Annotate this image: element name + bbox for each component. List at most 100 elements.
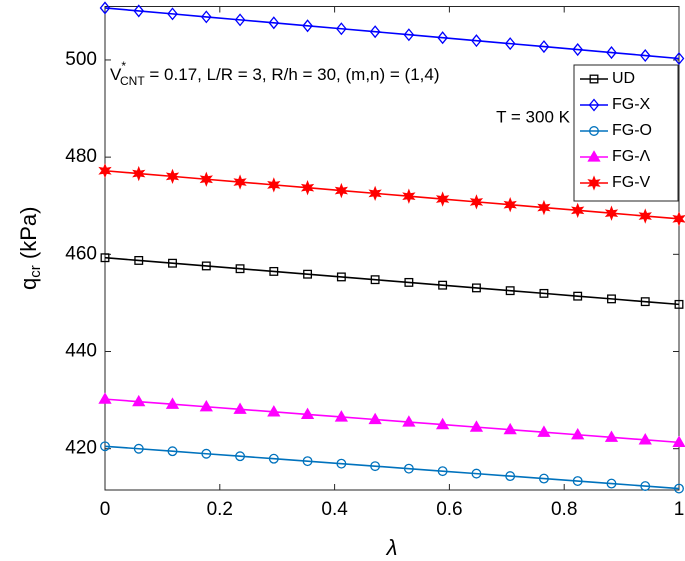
marker	[537, 425, 551, 437]
marker	[538, 473, 549, 484]
marker	[336, 22, 347, 36]
legend-box	[573, 64, 679, 202]
marker	[571, 427, 585, 440]
marker	[98, 163, 112, 179]
marker	[673, 51, 685, 66]
marker	[606, 46, 617, 60]
marker	[369, 25, 381, 39]
marker	[469, 420, 484, 432]
marker	[640, 297, 650, 307]
marker	[132, 165, 146, 182]
marker	[471, 283, 481, 293]
marker	[437, 466, 448, 477]
marker	[469, 194, 484, 210]
marker	[167, 446, 178, 457]
annotation-base: V	[110, 65, 122, 84]
marker	[167, 7, 178, 21]
y-label-base: q	[16, 278, 41, 290]
marker	[504, 37, 516, 51]
marker	[99, 1, 111, 15]
marker	[402, 188, 416, 204]
marker	[233, 402, 247, 414]
marker	[334, 182, 349, 199]
marker	[571, 202, 585, 219]
legend-label: FG-Λ	[612, 148, 651, 165]
marker	[267, 405, 281, 417]
marker	[165, 397, 180, 409]
series-line	[104, 256, 680, 306]
marker	[370, 275, 380, 285]
marker	[607, 294, 616, 304]
annotation: V* CNT = 0.17, L/R = 3, R/h = 30, (m,n) =…	[110, 59, 440, 88]
marker	[302, 456, 313, 467]
marker	[572, 476, 583, 487]
x-tick-label: 0.6	[436, 499, 462, 520]
marker	[435, 417, 450, 430]
marker	[539, 288, 549, 298]
y-tick-label: 420	[65, 438, 97, 459]
marker	[201, 448, 212, 459]
marker	[336, 458, 347, 469]
x-tick-label: 0	[100, 499, 111, 520]
marker	[640, 481, 651, 492]
marker	[268, 453, 279, 464]
series-line	[104, 169, 680, 220]
marker	[604, 205, 619, 221]
marker	[334, 410, 349, 422]
marker	[234, 13, 246, 27]
marker	[403, 463, 414, 474]
marker	[235, 264, 245, 274]
marker	[638, 208, 652, 224]
marker	[588, 98, 600, 112]
marker	[639, 49, 651, 63]
legend-label: FG-V	[612, 174, 651, 191]
marker	[199, 399, 213, 412]
marker	[437, 31, 448, 45]
marker	[133, 443, 144, 454]
marker	[336, 272, 346, 282]
marker	[505, 471, 516, 482]
marker	[674, 483, 684, 494]
marker	[100, 441, 110, 452]
marker	[134, 255, 144, 265]
legend-label: UD	[612, 70, 635, 87]
series-line	[104, 445, 680, 490]
marker	[201, 261, 211, 271]
y-tick-label: 440	[65, 341, 97, 362]
marker	[302, 19, 313, 33]
x-tick-label: 0.2	[207, 499, 233, 520]
x-tick-label: 0.4	[321, 499, 348, 520]
marker	[471, 468, 482, 479]
marker	[404, 277, 414, 287]
marker	[674, 299, 684, 309]
marker	[638, 433, 652, 445]
marker	[165, 168, 180, 185]
x-axis-label: λ	[386, 535, 398, 560]
marker	[370, 461, 381, 472]
marker	[589, 74, 599, 84]
marker	[300, 180, 315, 196]
annotation: T = 300 K	[496, 107, 571, 126]
marker	[672, 211, 685, 227]
y-label-text: (kPa)	[16, 207, 41, 266]
marker	[572, 43, 584, 57]
y-label-sub: cr	[27, 265, 44, 278]
marker	[503, 197, 517, 213]
legend-label: FG-O	[612, 122, 652, 139]
marker	[133, 4, 145, 18]
x-tick-label: 1	[674, 499, 685, 520]
marker	[98, 392, 112, 404]
marker	[199, 171, 213, 187]
marker	[589, 126, 599, 136]
marker	[538, 40, 550, 54]
marker	[100, 253, 110, 263]
marker	[606, 478, 617, 489]
marker	[402, 415, 416, 427]
annotation-sub: CNT	[120, 74, 145, 88]
marker	[132, 394, 146, 407]
series-line	[104, 7, 680, 60]
marker	[200, 10, 212, 24]
series-line	[104, 398, 680, 444]
marker	[503, 422, 517, 435]
